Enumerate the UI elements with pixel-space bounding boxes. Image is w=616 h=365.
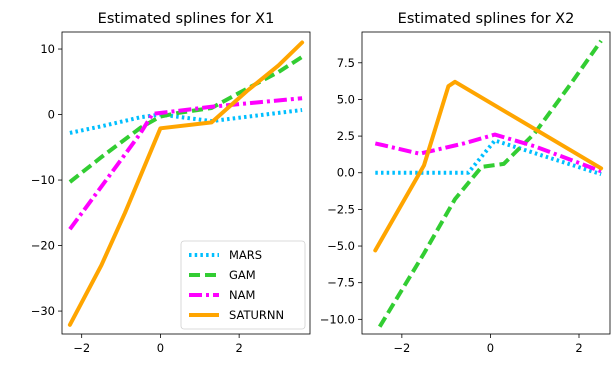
axes-frame	[61, 31, 311, 335]
legend-box	[180, 240, 306, 330]
legend: MARS GAM NAM SATURNN	[180, 240, 306, 330]
chart-panel-2: Estimated splines for X2 −2 0 2 −10.0 −7.5 −5.…	[320, 11, 611, 355]
axes-frame	[361, 31, 611, 335]
y-tick-label: −10.0	[320, 312, 355, 326]
chart-title: Estimated splines for X2	[398, 11, 575, 27]
y-tick-label: 7.5	[337, 56, 355, 70]
series-line-nam	[374, 132, 602, 174]
y-tick-label: 0.0	[337, 166, 355, 180]
y-tick-label: −5.0	[327, 239, 355, 253]
x-tick-label: 0	[157, 341, 164, 355]
y-tick-label: −10	[31, 173, 55, 187]
y-tick-label: −20	[31, 239, 55, 253]
series-line-saturnn	[67, 40, 305, 327]
x-tick-label: −2	[73, 341, 90, 355]
y-tick-label: −30	[31, 304, 55, 318]
x-tick-label: 2	[575, 341, 582, 355]
x-tick-label: −2	[393, 341, 410, 355]
y-tick-label: −7.5	[327, 276, 355, 290]
legend-label-gam: GAM	[229, 268, 256, 282]
series-line-saturnn	[373, 79, 604, 253]
series-line-gam	[377, 39, 603, 328]
y-tick-label: −2.5	[327, 202, 355, 216]
x-tick-label: 2	[235, 341, 242, 355]
legend-label-saturnn: SATURNN	[229, 308, 284, 322]
legend-label-nam: NAM	[229, 288, 255, 302]
y-tick-label: 5.0	[337, 92, 355, 106]
series-line-nam	[68, 96, 303, 231]
y-tick-label: 0	[48, 108, 55, 122]
chart-panel-1: Estimated splines for X1−2 0 2−30−20−10010…	[31, 11, 311, 355]
legend-label-mars: MARS	[229, 248, 262, 262]
y-tick-label: 2.5	[337, 129, 355, 143]
x-tick-label: 0	[487, 341, 494, 355]
chart-title: Estimated splines for X1	[98, 11, 275, 27]
y-tick-label: 10	[40, 42, 55, 56]
